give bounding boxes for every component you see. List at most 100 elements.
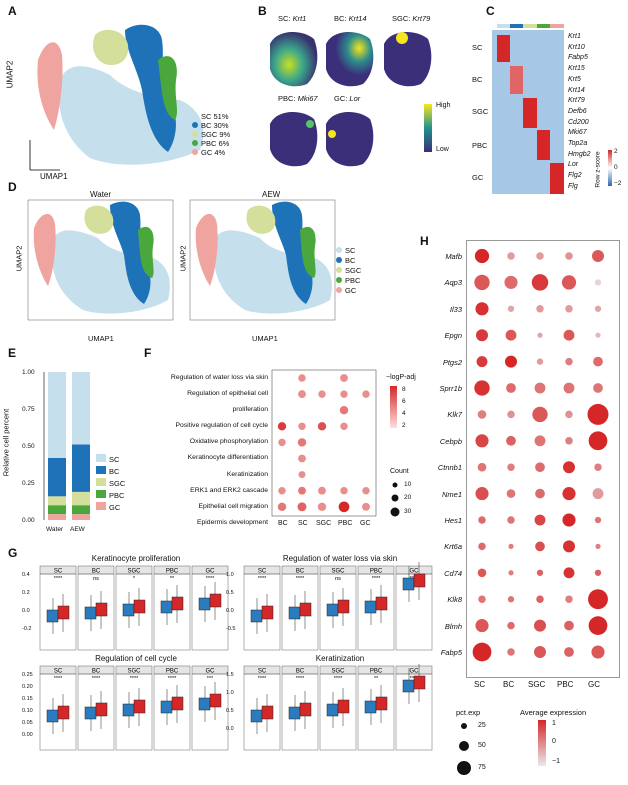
h-dot [474, 380, 490, 396]
h-dot [588, 431, 608, 451]
g-box-water [122, 603, 135, 617]
g-facet-panel [191, 673, 229, 751]
h-gene-label: Krt6a [444, 542, 462, 552]
f-dot [317, 422, 327, 431]
panel-g-label: G [8, 546, 18, 560]
h-dot [588, 616, 608, 635]
feature-map-lor [326, 112, 374, 167]
h-dot [562, 513, 576, 527]
g-sig-label: **** [206, 576, 215, 582]
f-dot [362, 502, 370, 511]
g-plot-title: Regulation of water loss via skin [282, 554, 398, 563]
umap-pbc-cluster [158, 56, 178, 120]
h-dot [475, 619, 489, 633]
legend-swatch [192, 149, 198, 155]
panel-d-title-aew: AEW [262, 190, 281, 199]
panel-h-label: H [420, 234, 429, 248]
legend-item: GC [96, 502, 125, 514]
legend-item: SGC [96, 478, 125, 490]
f-col-label: SC [298, 520, 308, 527]
g-ytick: 1.0 [226, 690, 234, 696]
h-dot [536, 252, 544, 260]
f-dot [318, 486, 326, 495]
stack-segment-bc [48, 457, 66, 497]
h-dot [536, 595, 544, 603]
g-box-aew [95, 602, 108, 617]
f-term: Positive regulation of cell cycle [175, 422, 268, 430]
g-ytick: 0.2 [22, 590, 30, 596]
col-swatch [497, 24, 510, 28]
f-dot [298, 374, 306, 382]
h-avg-title: Average expression [520, 708, 587, 717]
panel-d-ylabel: UMAP2 [178, 245, 188, 272]
e-xtick: AEW [70, 526, 85, 533]
h-gene-label: Cebpb [439, 436, 462, 446]
feature-hotspot [396, 32, 408, 44]
f-terms: Regulation of water loss via skin Regula… [150, 370, 268, 531]
f-dot [278, 486, 286, 495]
panel-h-frame [466, 240, 620, 678]
umap-bc-cluster [125, 24, 176, 152]
legend-swatch [192, 122, 198, 128]
g-box-aew [375, 596, 388, 611]
feature-color-scale [424, 104, 432, 152]
f-dot [298, 390, 306, 399]
legend-swatch [336, 247, 342, 253]
g-box-aew [261, 705, 274, 720]
h-gene-label: Ctnnb1 [437, 463, 462, 473]
h-dot [565, 305, 573, 313]
h-gene-label: Blmh [444, 621, 462, 631]
legend-item: SGC 9% [192, 130, 230, 139]
f-col-label: SGC [316, 520, 332, 527]
panel-d-title-water: Water [90, 190, 112, 199]
g-facet-panel [153, 573, 191, 651]
stack-segment-sc [72, 372, 90, 445]
g-facet-label: PBC [370, 569, 383, 575]
heatmap-c [492, 30, 564, 194]
col-swatch [510, 24, 523, 28]
g-facet-label: SGC [331, 569, 345, 575]
stack-segment-gc [48, 514, 66, 520]
panel-d-ylabel: UMAP2 [14, 245, 24, 272]
g-facet-label: GC [410, 569, 420, 575]
g-facet-panel [191, 573, 229, 651]
g-boxplot-svg: SC****BC****SGC****PBC**GC**** [243, 664, 433, 751]
h-dot [534, 514, 546, 526]
g-facet-label: BC [92, 669, 101, 675]
panel-f-chart [271, 369, 377, 517]
zscore-title: Row z-score [594, 151, 602, 188]
h-dot [536, 305, 544, 313]
f-col-label: GC [360, 520, 371, 527]
g-facet-panel [281, 673, 319, 751]
g-box-aew [95, 702, 108, 717]
h-dot [565, 410, 573, 419]
feature-plots [270, 32, 432, 167]
f-dot [298, 486, 306, 495]
g-box-aew [413, 675, 426, 690]
g-box-aew [299, 702, 312, 717]
legend-swatch [192, 131, 198, 137]
g-facet-panel [115, 673, 153, 751]
count-dot [392, 482, 398, 488]
f-term: Regulation of epithelial cell proliferat… [187, 390, 268, 414]
stack-segment-sc [48, 372, 66, 458]
g-ytick: 1.5 [226, 672, 234, 678]
heatmap-gene-labels: Krt1 Krt10 Fabp5 Krt15 Krt5 Krt14 Krt79 Defb6… [568, 33, 591, 190]
stack-segment-sgc [72, 491, 90, 506]
g-box-water [250, 609, 263, 623]
h-dot [478, 516, 486, 524]
umap-sc-cluster [58, 66, 204, 165]
f-dot [340, 422, 348, 431]
g-ytick: 0.4 [22, 572, 30, 578]
g-facet-label: SC [54, 669, 63, 675]
g-facet-panel [153, 673, 191, 751]
h-gene-label: Nme1 [441, 489, 462, 499]
h-dot [508, 543, 514, 550]
f-dot [277, 422, 287, 431]
legend-item: BC [96, 466, 125, 478]
f-dot [340, 390, 348, 398]
g-box-water [402, 577, 415, 591]
g-facet-label: SC [258, 669, 267, 675]
h-dot [587, 403, 609, 425]
